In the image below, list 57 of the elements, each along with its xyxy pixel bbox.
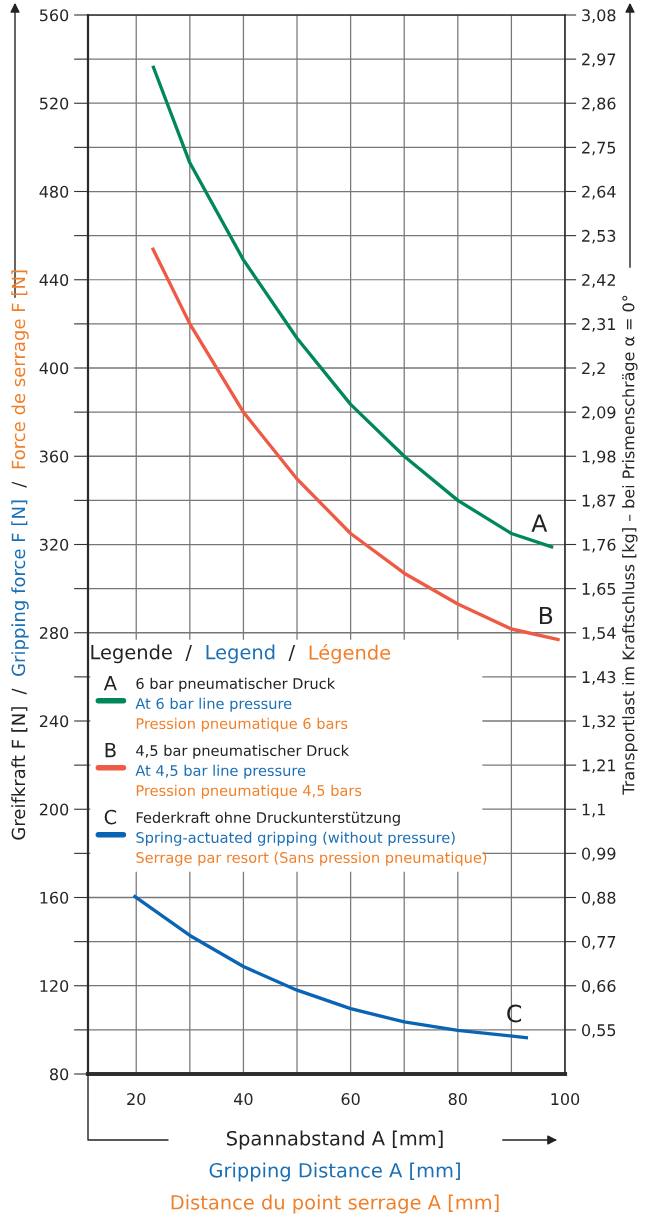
annotation: A (531, 514, 548, 532)
x-axis-title: Spannabstand A [mm] Gripping Distance A [mm] Distance du point serrage A [mm] (171, 1130, 499, 1214)
y2-tick-label: 1,54 (582, 627, 616, 641)
y2-tick-label: 2,75 (582, 141, 616, 156)
y2-tick-label: 0,66 (582, 979, 616, 994)
y-tick-label: 80 (50, 1068, 69, 1081)
y2-tick-label: 1,98 (582, 450, 616, 465)
y2-tick-label: 0,55 (582, 1024, 616, 1038)
y2-tick-label: 0,77 (582, 935, 616, 950)
y-tick-label: 280 (39, 626, 69, 640)
y2-tick-label: 2,97 (582, 53, 616, 68)
y-tick-label: 400 (39, 362, 69, 375)
y-tick-label: 320 (39, 538, 69, 551)
annotation: B (539, 606, 553, 625)
y2-tick-label: 2,86 (582, 97, 616, 112)
legend-title: Legende / Legend / Légende (91, 644, 391, 664)
y2-tick-label: 2,31 (582, 318, 616, 332)
y2-tick-label: 1,32 (582, 715, 615, 729)
x-tick-label: 20 (127, 1093, 146, 1106)
text: B (105, 743, 116, 758)
line-series (131, 894, 530, 1040)
legend-label: 6 bar pneumatischer Druck At 6 bar line pressure Pression pneumatique 6 bars (135, 677, 348, 732)
y2-tick-label: 1,87 (582, 494, 616, 509)
y-tick-label: 560 (40, 9, 69, 22)
text: C (104, 809, 117, 825)
y-tick-label: 120 (40, 979, 69, 993)
y-tick-label: 200 (39, 803, 69, 816)
y-tick-label: 240 (39, 715, 69, 728)
y-tick-label: 440 (39, 273, 69, 287)
y2-tick-label: 1,65 (582, 582, 616, 597)
x-tick-label: 40 (234, 1093, 253, 1106)
line-series (150, 246, 562, 642)
y2-tick-label: 0,88 (582, 891, 616, 906)
x-tick-label: 60 (341, 1093, 360, 1106)
x-tick-label: 100 (551, 1093, 580, 1106)
y-tick-label: 160 (40, 891, 69, 904)
y2-tick-label: 0,99 (582, 847, 616, 862)
text: A (103, 676, 117, 691)
y2-tick-label: 1,21 (582, 759, 616, 774)
y2-tick-label: 2,09 (582, 406, 616, 421)
y2-tick-label: 2,53 (582, 229, 616, 244)
y2-tick-label: 2,42 (582, 273, 615, 288)
y2-tick-label: 3,08 (582, 9, 616, 23)
y2-tick-label: 2,2 (582, 362, 605, 376)
y-tick-label: 360 (39, 450, 69, 463)
legend-label: Federkraft ohne Druckunterstützung Spring-actuated gripping (without pressure) Serrage par resort (Sans pression pneumatique) (136, 811, 487, 866)
y2-tick-label: 1,1 (582, 803, 605, 818)
y2-axis-title: Transportlast im Kraftschluss [kg] – bei Prismenschräge α = 0° (622, 295, 638, 795)
y-axis-title: Greifkraft F [N] / Gripping force F [N] / Force de serrage F [N] (11, 270, 29, 840)
legend-label: 4,5 bar pneumatischer Druck At 4,5 bar line pressure Pression pneumatique 4,5 bars (135, 744, 362, 799)
y2-tick-label: 1,76 (582, 538, 616, 553)
x-tick-label: 80 (448, 1093, 467, 1106)
line-series (151, 64, 555, 550)
y2-tick-label: 2,64 (582, 185, 616, 200)
y2-tick-label: 1,43 (582, 671, 616, 685)
y-tick-label: 520 (40, 97, 69, 110)
y-tick-label: 480 (39, 185, 69, 198)
